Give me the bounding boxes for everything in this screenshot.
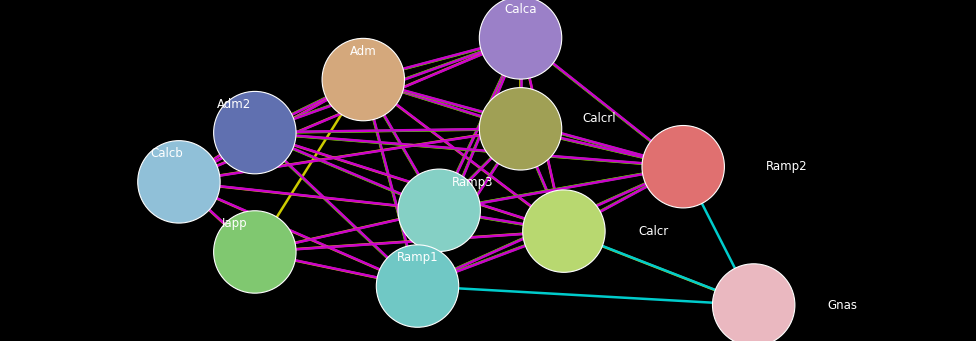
Text: Calcr: Calcr xyxy=(638,225,669,238)
Text: Ramp3: Ramp3 xyxy=(452,176,493,189)
Text: Ramp1: Ramp1 xyxy=(396,251,438,265)
Text: Adm: Adm xyxy=(350,45,377,58)
Ellipse shape xyxy=(214,211,296,293)
Text: Adm2: Adm2 xyxy=(217,98,252,111)
Ellipse shape xyxy=(398,169,480,252)
Text: Ramp2: Ramp2 xyxy=(765,160,807,173)
Ellipse shape xyxy=(377,245,459,327)
Text: Calcb: Calcb xyxy=(150,147,183,160)
Ellipse shape xyxy=(642,125,724,208)
Ellipse shape xyxy=(214,91,296,174)
Text: Iapp: Iapp xyxy=(222,217,247,231)
Ellipse shape xyxy=(138,140,221,223)
Text: Calca: Calca xyxy=(505,3,537,16)
Ellipse shape xyxy=(523,190,605,272)
Text: Gnas: Gnas xyxy=(828,298,858,312)
Text: Calcrl: Calcrl xyxy=(583,112,616,125)
Ellipse shape xyxy=(479,88,562,170)
Ellipse shape xyxy=(712,264,794,341)
Ellipse shape xyxy=(322,38,404,121)
Ellipse shape xyxy=(479,0,562,79)
